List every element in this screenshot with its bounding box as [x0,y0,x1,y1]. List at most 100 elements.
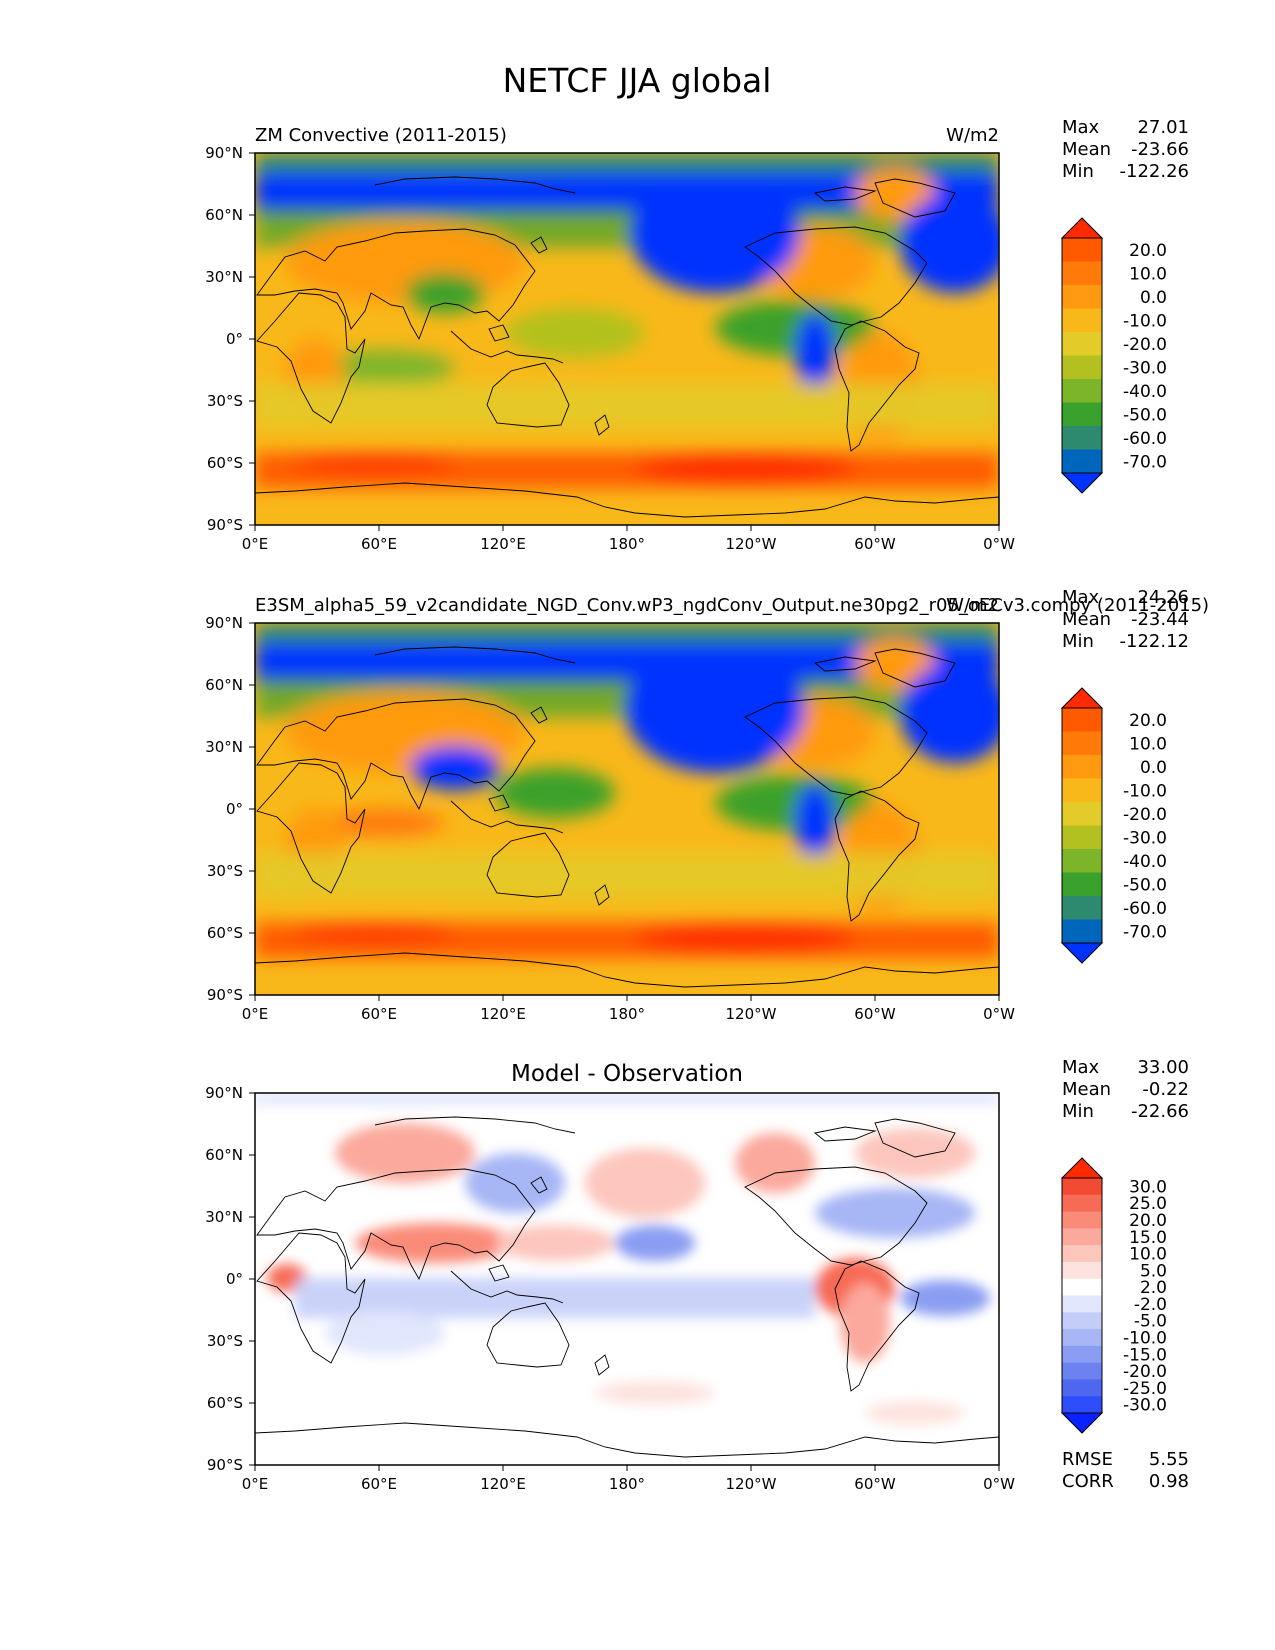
colorbar-segment [1062,308,1102,333]
colorbar-extend-top [1060,1157,1104,1179]
panel-title: Model - Observation [511,1061,743,1087]
stat-value: 27.01 [1137,117,1189,138]
y-tick-label: 90°S [207,986,243,1004]
colorbar-label: -15.0 [1123,1345,1167,1365]
panel-units: W/m2 [946,125,999,146]
colorbar-segment [1062,1194,1102,1213]
stat-label: Max [1062,587,1100,608]
stat-label: Mean [1062,139,1111,160]
y-tick-label: 30°N [205,1208,243,1226]
colorbar-segment [1062,1379,1102,1397]
colorbar-extend-top [1060,217,1104,239]
colorbar-segment [1062,849,1102,873]
colorbar-extend-bottom [1060,942,1104,964]
colorbar-segment [1062,1362,1102,1380]
colorbar-label: -20.0 [1123,1362,1167,1382]
colorbar-segment [1062,825,1102,850]
contour-field [255,153,999,488]
colorbar-label: 25.0 [1129,1194,1167,1214]
x-axis: 0°E 60°E 120°E 180° 120°W 60°W 0°W [242,1465,1015,1493]
y-tick-label: 90°N [205,614,243,632]
y-tick-label: 30°N [205,738,243,756]
x-tick-label: 120°W [726,535,777,553]
colorbar-segment [1062,1261,1102,1280]
stat-value: -23.44 [1131,609,1189,630]
x-tick-label: 180° [609,1475,645,1493]
colorbar-segment [1062,379,1102,403]
contour-field [255,1093,999,1425]
x-tick-label: 120°E [480,1475,526,1493]
colorbar-label: -40.0 [1123,852,1167,872]
colorbar-segment [1062,355,1102,380]
colorbar-label: 30.0 [1129,1177,1167,1197]
colorbar-segment [1062,285,1102,309]
y-tick-label: 60°S [207,924,243,942]
y-tick-label: 0° [226,800,243,818]
colorbar-label: -50.0 [1123,405,1167,425]
stat-label: Max [1062,1057,1100,1078]
y-tick-label: 60°N [205,1146,243,1164]
panel-units: W/m2 [946,595,999,616]
stat-value: 24.26 [1137,587,1189,608]
x-tick-label: 60°W [854,1475,896,1493]
colorbar-label: -30.0 [1123,358,1167,378]
colorbar-label: 10.0 [1129,1245,1167,1265]
colorbar-segment [1062,708,1102,732]
y-tick-label: 30°S [207,392,243,410]
colorbar: 20.0 10.0 0.0 -10.0 -20.0 -30.0 -40.0 -50.0 -60.… [1060,687,1167,964]
metric-value: 5.55 [1149,1449,1189,1470]
colorbar-segment [1062,1295,1102,1313]
metric-label: CORR [1062,1471,1114,1492]
x-tick-label: 0°E [242,535,269,553]
stat-label: Max [1062,117,1100,138]
colorbar-label: 10.0 [1129,264,1167,284]
colorbar-label: -10.0 [1123,781,1167,801]
x-axis: 0°E 60°E 120°E 180° 120°W 60°W 0°W [242,995,1015,1023]
colorbar-label: -30.0 [1123,828,1167,848]
stat-value: -23.66 [1131,139,1189,160]
stat-value: 33.00 [1137,1057,1189,1078]
colorbar-label: 20.0 [1129,241,1167,261]
colorbar-label: -40.0 [1123,382,1167,402]
y-tick-label: 60°N [205,676,243,694]
colorbar-segment [1062,1312,1102,1330]
metric-label: RMSE [1062,1449,1113,1470]
colorbar-label: -10.0 [1123,1328,1167,1348]
colorbar-segment [1062,449,1102,474]
colorbar-segment [1062,1228,1102,1246]
colorbar-segment [1062,1211,1102,1229]
stat-label: Mean [1062,609,1111,630]
stat-label: Min [1062,1101,1094,1122]
x-tick-label: 0°W [983,1475,1015,1493]
colorbar-label: -20.0 [1123,805,1167,825]
y-axis: 90°N 60°N 30°N 0° 30°S 60°S 90°S [205,614,255,1004]
colorbar: 20.0 10.0 0.0 -10.0 -20.0 -30.0 -40.0 -50.0 -60.… [1060,217,1167,494]
y-tick-label: 0° [226,1270,243,1288]
colorbar-label: -70.0 [1123,922,1167,942]
colorbar-label: 5.0 [1140,1261,1167,1281]
colorbar-segment [1062,402,1102,427]
stat-label: Mean [1062,1079,1111,1100]
colorbar-label: -70.0 [1123,452,1167,472]
x-tick-label: 60°W [854,535,896,553]
stat-label: Min [1062,161,1094,182]
colorbar-segment [1062,1329,1102,1347]
x-tick-label: 120°E [480,535,526,553]
colorbar-label: -50.0 [1123,875,1167,895]
x-tick-label: 120°E [480,1005,526,1023]
stat-value: -122.12 [1120,631,1189,652]
map-field [255,1093,999,1465]
colorbar-segment [1062,426,1102,450]
x-tick-label: 120°W [726,1475,777,1493]
stats-block: Max 33.00 Mean -0.22 Min -22.66 [1062,1057,1189,1122]
colorbar-segment [1062,1345,1102,1364]
stat-label: Min [1062,631,1094,652]
x-tick-label: 60°W [854,1005,896,1023]
panel-test: ZM Convective (2011-2015) W/m2 [205,117,1189,553]
x-tick-label: 0°E [242,1475,269,1493]
colorbar-segment [1062,896,1102,920]
panel-title-left: ZM Convective (2011-2015) [255,125,507,146]
colorbar-segment [1062,1278,1102,1296]
colorbar-segment [1062,872,1102,897]
stat-value: -0.22 [1142,1079,1189,1100]
